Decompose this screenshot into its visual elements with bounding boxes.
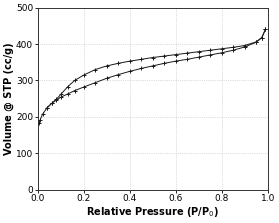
Y-axis label: Volume @ STP (cc/g): Volume @ STP (cc/g) — [4, 42, 15, 155]
X-axis label: Relative Pressure (P/P$_0$): Relative Pressure (P/P$_0$) — [86, 205, 219, 219]
